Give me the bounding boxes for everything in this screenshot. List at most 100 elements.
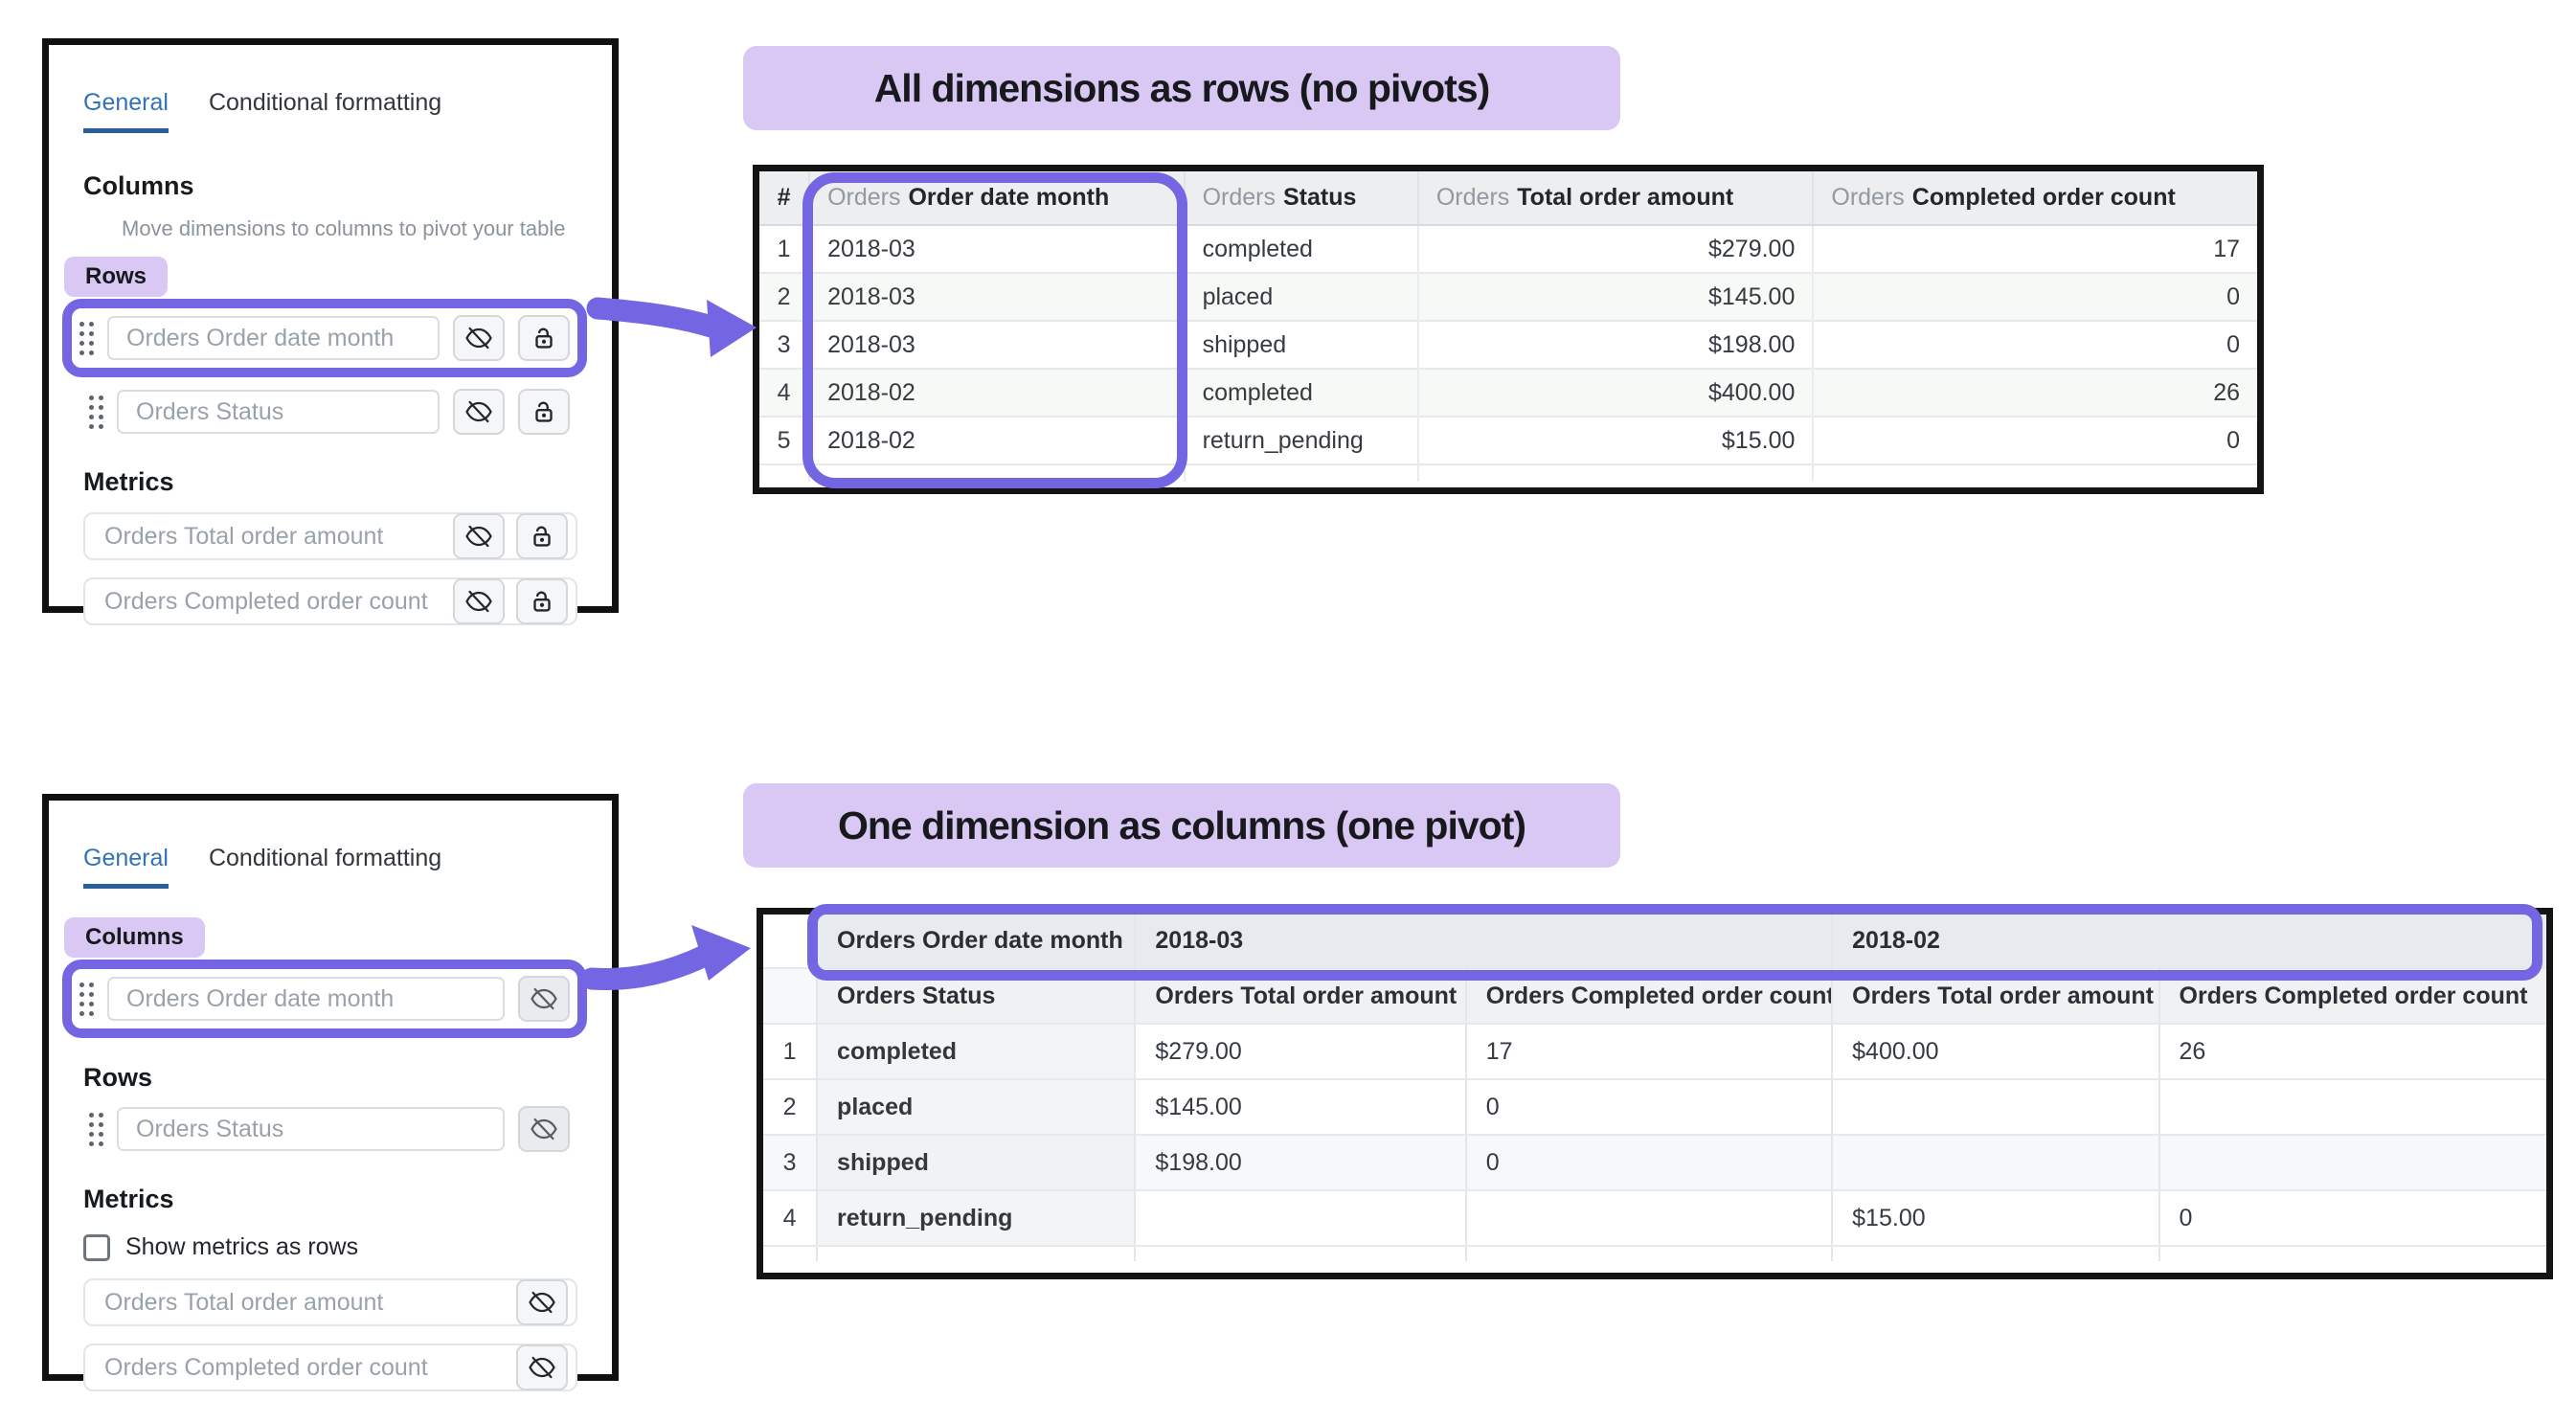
column-header-status[interactable]: Orders Status bbox=[1184, 171, 1419, 226]
amount-cell: $198.00 bbox=[1417, 320, 1815, 369]
column-header-order-date-month[interactable]: Orders Order date month bbox=[809, 171, 1186, 226]
lock-field-button[interactable] bbox=[516, 578, 568, 624]
count-cell: 0 bbox=[1465, 1134, 1834, 1190]
status-cell: completed bbox=[1184, 224, 1419, 273]
field-status[interactable]: Orders Status bbox=[117, 1107, 505, 1151]
status-cell: return_pending bbox=[817, 1189, 1137, 1246]
amount-cell bbox=[1135, 1189, 1467, 1246]
table-row: 3 2018-03 shipped $198.00 0 bbox=[759, 320, 2257, 369]
corner-cell bbox=[763, 915, 819, 968]
amount-cell bbox=[1832, 1078, 2160, 1135]
field-order-date-month[interactable]: Orders Order date month bbox=[107, 977, 505, 1021]
amount-cell: $400.00 bbox=[1417, 368, 1815, 417]
metric-field-completed-order-count[interactable]: Orders Completed order count bbox=[83, 577, 577, 625]
amount-cell: $15.00 bbox=[1832, 1189, 2160, 1246]
pivot-group-2018-02[interactable]: 2018-02 bbox=[1832, 915, 2546, 968]
count-cell: 0 bbox=[2158, 1189, 2546, 1246]
table-filler-row bbox=[763, 1245, 2546, 1261]
hide-field-button[interactable] bbox=[453, 389, 505, 435]
count-cell: 17 bbox=[1813, 224, 2257, 273]
pivot-header-row: Orders Order date month 2018-03 2018-02 bbox=[763, 915, 2546, 968]
eye-off-icon bbox=[465, 400, 492, 423]
amount-cell: $145.00 bbox=[1417, 272, 1815, 321]
eye-off-icon bbox=[465, 327, 492, 350]
row-number-cell: 4 bbox=[759, 368, 811, 417]
hide-field-button[interactable] bbox=[518, 1106, 570, 1152]
unlock-icon bbox=[535, 401, 553, 422]
metric-field-total-order-amount[interactable]: Orders Total order amount bbox=[83, 512, 577, 560]
row-number-cell: 4 bbox=[763, 1189, 819, 1246]
measure-header-row: Orders Status Orders Total order amount … bbox=[763, 967, 2546, 1024]
metric-field-completed-order-count[interactable]: Orders Completed order count bbox=[83, 1344, 577, 1391]
tab-general[interactable]: General bbox=[83, 89, 169, 133]
column-header-completed-order-count[interactable]: Orders Completed order count bbox=[1465, 967, 1834, 1024]
drag-handle-icon[interactable] bbox=[79, 982, 94, 1016]
lock-field-button[interactable] bbox=[516, 513, 568, 559]
metrics-heading: Metrics bbox=[83, 1185, 174, 1213]
row-number-cell: 5 bbox=[759, 416, 811, 464]
show-metrics-as-rows-label: Show metrics as rows bbox=[125, 1233, 359, 1260]
row-number-cell: 3 bbox=[763, 1134, 819, 1190]
flat-table: # Orders Order date month Orders Status Or… bbox=[753, 165, 2264, 494]
hide-field-button[interactable] bbox=[453, 513, 505, 559]
drag-handle-icon[interactable] bbox=[89, 395, 103, 429]
unlock-icon bbox=[533, 526, 551, 547]
hide-field-button[interactable] bbox=[453, 315, 505, 361]
columns-heading: Columns bbox=[83, 171, 194, 200]
date-cell: 2018-02 bbox=[809, 416, 1186, 464]
field-placeholder: Orders Completed order count bbox=[104, 587, 428, 615]
count-cell bbox=[2158, 1134, 2546, 1190]
tab-bar: General Conditional formatting bbox=[83, 89, 577, 133]
count-cell: 26 bbox=[2158, 1023, 2546, 1079]
column-header-row-number[interactable]: # bbox=[759, 171, 811, 226]
drag-handle-icon[interactable] bbox=[89, 1112, 103, 1146]
show-metrics-as-rows-checkbox[interactable] bbox=[83, 1233, 110, 1261]
table-filler-row bbox=[759, 463, 2257, 482]
unlock-icon bbox=[535, 328, 553, 349]
hide-field-button[interactable] bbox=[518, 976, 570, 1022]
status-cell: placed bbox=[1184, 272, 1419, 321]
row-number-cell: 1 bbox=[759, 224, 811, 273]
table-row: 2 placed $145.00 0 bbox=[763, 1078, 2546, 1135]
column-header-total-order-amount[interactable]: Orders Total order amount bbox=[1832, 967, 2160, 1024]
column-header-total-order-amount[interactable]: Orders Total order amount bbox=[1135, 967, 1467, 1024]
tab-general[interactable]: General bbox=[83, 845, 169, 889]
hide-field-button[interactable] bbox=[516, 1344, 568, 1390]
count-cell bbox=[2158, 1078, 2546, 1135]
lock-field-button[interactable] bbox=[518, 315, 570, 361]
hide-field-button[interactable] bbox=[453, 578, 505, 624]
date-cell: 2018-03 bbox=[809, 224, 1186, 273]
pivot-group-2018-03[interactable]: 2018-03 bbox=[1135, 915, 1834, 968]
metric-field-total-order-amount[interactable]: Orders Total order amount bbox=[83, 1278, 577, 1326]
field-order-date-month[interactable]: Orders Order date month bbox=[107, 316, 440, 360]
lock-field-button[interactable] bbox=[518, 389, 570, 435]
amount-cell: $15.00 bbox=[1417, 416, 1815, 464]
tab-conditional-formatting[interactable]: Conditional formatting bbox=[208, 89, 442, 116]
field-placeholder: Orders Order date month bbox=[126, 324, 395, 351]
status-cell: placed bbox=[817, 1078, 1137, 1135]
annotation-highlight-row-field: Orders Order date month bbox=[62, 299, 587, 377]
drag-handle-icon[interactable] bbox=[79, 321, 94, 355]
column-header-completed-order-count[interactable]: Orders Completed order count bbox=[2158, 967, 2546, 1024]
amount-cell bbox=[1832, 1134, 2160, 1190]
row-number-cell: 2 bbox=[759, 272, 811, 321]
column-header-total-order-amount[interactable]: Orders Total order amount bbox=[1417, 171, 1815, 226]
count-cell: 0 bbox=[1813, 272, 2257, 321]
rows-heading: Rows bbox=[83, 1063, 153, 1092]
amount-cell: $279.00 bbox=[1417, 224, 1815, 273]
count-cell: 17 bbox=[1465, 1023, 1834, 1079]
pivot-table: Orders Order date month 2018-03 2018-02 … bbox=[757, 908, 2553, 1279]
eye-off-icon bbox=[531, 1118, 557, 1141]
hide-field-button[interactable] bbox=[516, 1279, 568, 1325]
tab-conditional-formatting[interactable]: Conditional formatting bbox=[208, 845, 442, 871]
amount-cell: $145.00 bbox=[1135, 1078, 1467, 1135]
pivot-dimension-label[interactable]: Orders Order date month bbox=[817, 915, 1137, 968]
column-header-completed-order-count[interactable]: Orders Completed order count bbox=[1813, 171, 2257, 226]
section-title-one-pivot: One dimension as columns (one pivot) bbox=[743, 783, 1620, 868]
count-cell: 0 bbox=[1813, 416, 2257, 464]
eye-off-icon bbox=[531, 987, 557, 1010]
column-header-status[interactable]: Orders Status bbox=[817, 967, 1137, 1024]
eye-off-icon bbox=[529, 1291, 555, 1314]
field-status[interactable]: Orders Status bbox=[117, 390, 440, 434]
